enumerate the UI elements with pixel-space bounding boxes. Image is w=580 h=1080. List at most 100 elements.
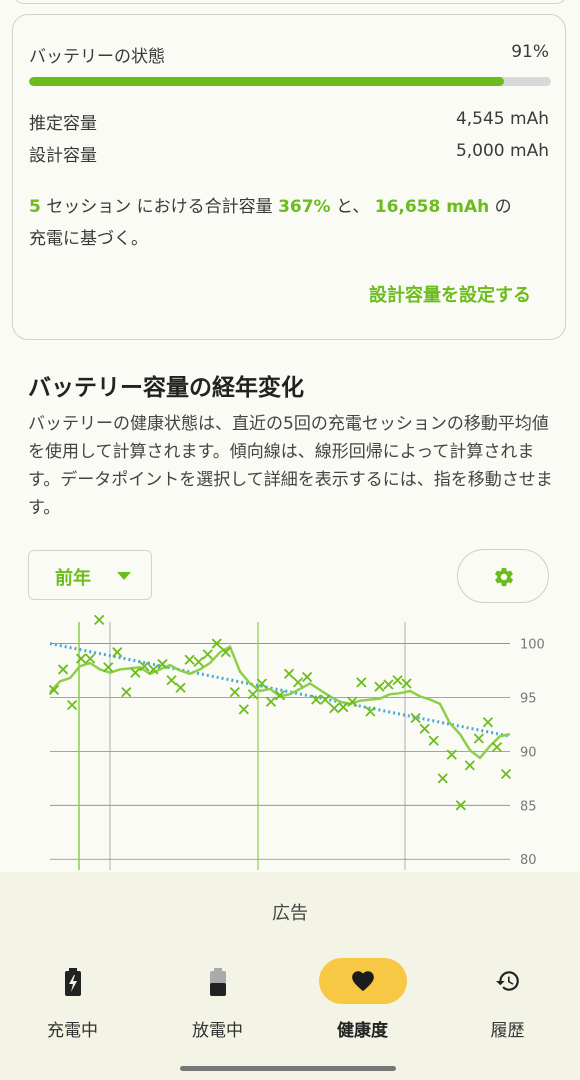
- data-point: [175, 682, 186, 693]
- y-tick-label: 85: [520, 799, 537, 814]
- capacity-history-title: バッテリー容量の経年変化: [28, 375, 304, 401]
- chevron-down-icon: [117, 572, 131, 580]
- nav-tab-discharging[interactable]: 放電中: [145, 958, 290, 1041]
- y-tick-label: 90: [520, 745, 537, 760]
- data-point: [401, 678, 412, 689]
- data-point: [256, 678, 268, 689]
- data-point: [66, 699, 78, 711]
- gear-icon: [495, 567, 514, 587]
- data-point: [75, 653, 87, 664]
- data-point: [130, 667, 141, 678]
- data-point: [274, 690, 286, 701]
- ad-label: 広告: [272, 903, 308, 924]
- data-point: [464, 760, 475, 771]
- data-point: [473, 733, 485, 744]
- data-point: [374, 681, 385, 692]
- history-icon: [495, 971, 519, 991]
- data-point: [292, 677, 304, 688]
- period-dropdown[interactable]: 前年: [28, 550, 152, 600]
- nav-icon-container: [29, 958, 117, 1004]
- chart-settings-button[interactable]: [457, 549, 549, 603]
- health-status-label: バッテリーの状態: [29, 47, 165, 67]
- total-capacity-percent: 367%: [278, 197, 331, 217]
- nav-label-charging: 充電中: [47, 1021, 98, 1041]
- data-point: [184, 654, 195, 665]
- data-point: [94, 614, 105, 625]
- data-point: [347, 696, 358, 707]
- battery-discharging-icon: [209, 968, 226, 996]
- data-point: [437, 773, 448, 784]
- nav-icon-container: [464, 958, 552, 1004]
- data-point: [112, 647, 123, 658]
- summary-text-4: 充電に基づく。: [29, 229, 148, 249]
- data-point: [455, 800, 466, 811]
- design-capacity-row: 設計容量 5,000 mAh: [29, 141, 549, 166]
- data-point: [410, 712, 421, 724]
- summary-text-2: と、: [330, 197, 375, 217]
- data-point: [48, 684, 60, 696]
- y-tick-label: 100: [520, 638, 545, 653]
- nav-tab-health[interactable]: 健康度: [290, 958, 435, 1041]
- data-point: [338, 702, 349, 713]
- health-progress-bar: [29, 77, 551, 86]
- data-point: [301, 671, 313, 683]
- data-point: [121, 686, 132, 698]
- nav-tab-history[interactable]: 履歴: [435, 958, 580, 1041]
- data-point: [103, 662, 114, 673]
- design-capacity-label: 設計容量: [29, 146, 97, 166]
- total-capacity-mah: 16,658 mAh: [374, 197, 490, 217]
- data-point: [283, 668, 295, 679]
- nav-icon-container: [318, 958, 407, 1004]
- data-point: [220, 647, 231, 658]
- nav-icon-container: [174, 958, 262, 1004]
- data-point: [392, 675, 403, 686]
- estimated-capacity-value: 4,545 mAh: [455, 109, 549, 129]
- y-tick-label: 95: [520, 691, 537, 706]
- nav-label-health: 健康度: [337, 1021, 388, 1041]
- health-progress-fill: [29, 77, 505, 86]
- previous-card-edge: [12, 0, 568, 4]
- health-status-value: 91%: [511, 42, 549, 62]
- data-point: [139, 661, 150, 672]
- capacity-chart[interactable]: 100 95 90 85 80: [0, 612, 580, 872]
- estimated-capacity-row: 推定容量 4,545 mAh: [29, 109, 549, 134]
- data-point: [85, 653, 96, 664]
- data-point: [446, 749, 457, 760]
- data-point: [193, 656, 204, 668]
- data-point: [211, 638, 222, 649]
- data-point: [57, 664, 69, 675]
- capacity-summary: 5 セッション における合計容量 367% と、 16,658 mAh の 充電…: [29, 191, 549, 255]
- y-tick-label: 80: [520, 853, 537, 868]
- period-dropdown-label: 前年: [55, 568, 91, 589]
- data-point: [356, 677, 367, 688]
- nav-label-history: 履歴: [490, 1021, 525, 1041]
- nav-label-discharging: 放電中: [192, 1021, 243, 1041]
- data-point: [166, 675, 177, 686]
- capacity-history-description: バッテリーの健康状態は、直近の5回の充電セッションの移動平均値を使用して計算され…: [28, 414, 553, 518]
- home-indicator: [180, 1066, 396, 1071]
- data-point: [157, 658, 168, 670]
- data-point: [265, 696, 277, 707]
- data-point: [500, 768, 512, 780]
- bottom-panel: 広告 充電中 放電中 健康度: [0, 872, 580, 1080]
- trend-line: [49, 642, 511, 738]
- session-count: 5: [29, 197, 41, 217]
- data-point: [365, 706, 376, 717]
- data-point: [329, 703, 340, 714]
- heart-icon: [351, 971, 374, 992]
- data-point: [238, 704, 249, 715]
- set-design-capacity-button[interactable]: 設計容量を設定する: [369, 285, 531, 306]
- data-point: [202, 649, 213, 660]
- nav-tab-charging[interactable]: 充電中: [0, 958, 145, 1041]
- data-point: [247, 689, 259, 700]
- estimated-capacity-label: 推定容量: [29, 114, 97, 134]
- data-point: [148, 664, 159, 675]
- data-point: [229, 686, 240, 698]
- data-point: [491, 741, 503, 753]
- data-point: [311, 694, 322, 705]
- data-point: [419, 723, 430, 734]
- data-point: [383, 679, 394, 690]
- summary-text-3: の: [489, 197, 512, 217]
- moving-average-line: [49, 645, 511, 760]
- design-capacity-value: 5,000 mAh: [455, 141, 549, 161]
